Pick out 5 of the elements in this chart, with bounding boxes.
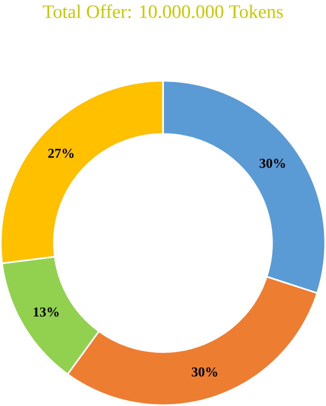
data-label: 27% (48, 148, 74, 158)
data-label: 13% (34, 307, 59, 317)
data-label: 30% (260, 158, 286, 168)
chart-title: Total Offer: 10.000.000 Tokens (42, 4, 283, 18)
data-label: 30% (192, 367, 218, 377)
